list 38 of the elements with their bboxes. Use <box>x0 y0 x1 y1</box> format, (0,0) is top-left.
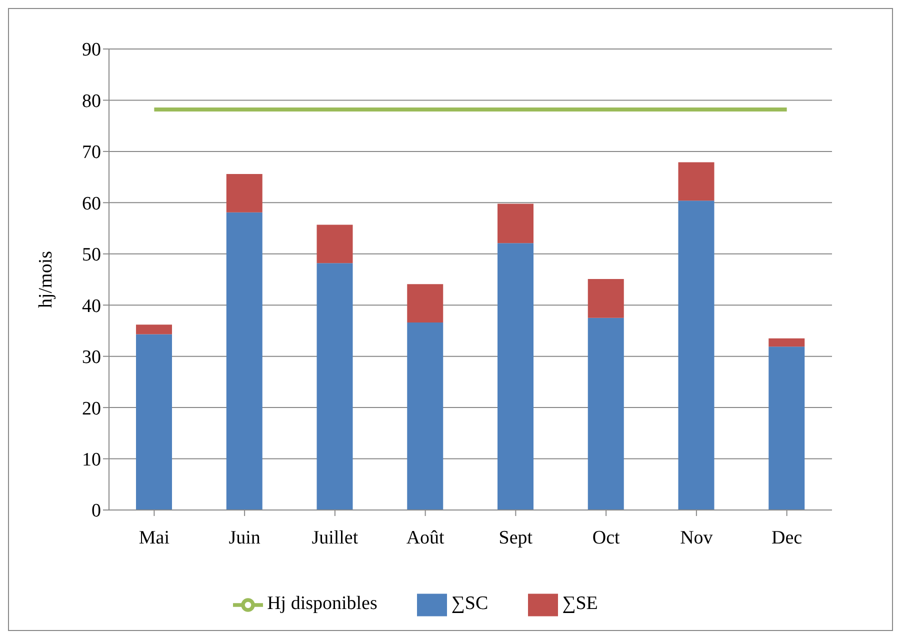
x-tick-label: Juin <box>228 527 261 548</box>
y-tick-label: 80 <box>82 90 101 112</box>
bar <box>226 212 262 510</box>
y-tick-label: 70 <box>82 142 101 164</box>
legend-label: ∑SE <box>562 593 598 614</box>
bar <box>768 346 805 510</box>
bar <box>498 204 534 244</box>
y-tick-label: 40 <box>82 296 101 317</box>
bar <box>136 324 172 334</box>
bar <box>678 200 714 510</box>
x-tick-label: Juillet <box>312 527 359 548</box>
bar <box>316 263 353 510</box>
bar <box>678 162 714 201</box>
y-tick-label: 60 <box>82 193 101 214</box>
x-tick-label: Nov <box>680 527 714 548</box>
legend-label: ∑SC <box>451 593 488 614</box>
bar <box>226 174 262 212</box>
x-tick-label: Dec <box>772 527 802 548</box>
bar <box>407 322 444 510</box>
y-axis-title: hj/mois <box>36 250 57 308</box>
bar <box>498 243 534 510</box>
bar <box>136 334 172 510</box>
bar <box>588 318 624 510</box>
x-tick-label: Août <box>406 527 446 548</box>
y-tick-label: 20 <box>82 398 101 420</box>
y-tick-label: 50 <box>82 244 101 266</box>
x-tick-label: Oct <box>592 527 620 548</box>
bar <box>588 278 624 318</box>
bar <box>768 338 805 347</box>
x-tick-label: Mai <box>138 527 170 548</box>
y-tick-label: 90 <box>82 40 101 61</box>
y-tick-label: 0 <box>92 500 101 522</box>
bar <box>407 284 444 323</box>
y-tick-label: 30 <box>82 347 101 368</box>
x-tick-label: Sept <box>498 527 534 548</box>
legend-label: Hj disponibles <box>267 593 378 614</box>
bar <box>316 224 353 264</box>
y-tick-label: 10 <box>82 450 101 471</box>
